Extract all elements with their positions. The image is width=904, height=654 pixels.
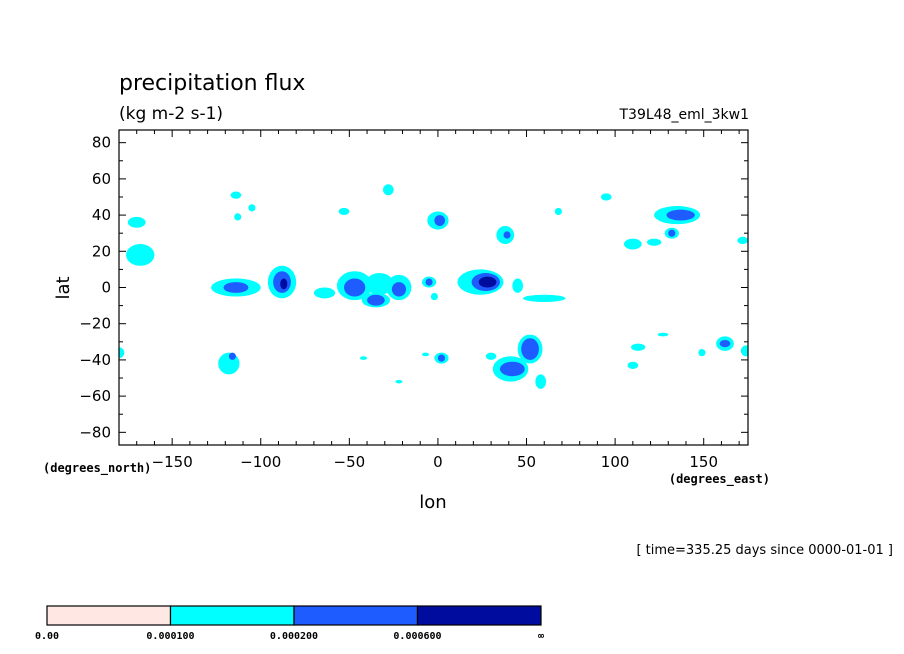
contour-region-level-1: [657, 332, 669, 337]
contour-region-level-1: [365, 273, 394, 295]
colorbar-end-label: ∞: [538, 631, 544, 642]
contour-region-level-2: [228, 352, 236, 360]
contour-region-level-1: [383, 184, 394, 196]
contour-region-level-2: [719, 340, 731, 348]
contour-region-level-1: [554, 207, 562, 216]
contour-region-level-1: [421, 352, 430, 357]
colorbar: 0.00 0.000100 0.000200 0.000600 ∞: [35, 605, 544, 642]
contour-region-level-1: [359, 356, 368, 360]
contour-region-level-1: [698, 349, 706, 357]
contour-region-level-1: [737, 236, 748, 245]
contour-region-level-1: [119, 347, 125, 359]
contour-region-level-2: [666, 209, 695, 221]
x-tick-label: 0: [433, 453, 443, 471]
y-tick-label: −40: [79, 351, 111, 369]
contour-region-level-3: [280, 278, 288, 290]
x-axis-units: (degrees_east): [669, 472, 770, 487]
contour-region-level-1: [627, 361, 639, 369]
axes: −150 −100 −50 0 50 100 150 80 60 40 20 0 −20 −40 −60 −8…: [79, 130, 748, 471]
contour-region-level-1: [218, 352, 240, 375]
y-tick-label: 60: [92, 170, 111, 188]
colorbar-label: 0.000600: [393, 631, 441, 642]
x-tick-label: −150: [152, 453, 193, 471]
contour-region-level-1: [740, 345, 748, 357]
colorbar-swatch: [293, 605, 419, 626]
contour-regions: [119, 184, 748, 389]
y-tick-label: 0: [101, 279, 111, 297]
y-tick-label: −80: [79, 423, 111, 441]
y-tick-label: −60: [79, 387, 111, 405]
contour-region-level-2: [437, 354, 446, 362]
contour-region-level-1: [395, 379, 403, 384]
x-tick-label: −50: [334, 453, 366, 471]
contour-region-level-1: [522, 294, 566, 302]
colorbar-label: 0.000100: [146, 631, 194, 642]
colorbar-label: 0.000200: [270, 631, 318, 642]
contour-region-level-2: [344, 278, 366, 297]
contour-region-level-1: [127, 216, 146, 228]
y-tick-label: 20: [92, 242, 111, 260]
contour-region-level-1: [430, 292, 438, 301]
y-axis-label: lat: [53, 276, 74, 299]
contour-region-level-2: [391, 282, 407, 297]
colorbar-swatch: [416, 605, 542, 626]
contour-region-level-1: [623, 238, 642, 250]
colorbar-label: 0.00: [35, 631, 59, 642]
contour-region-level-1: [230, 191, 242, 199]
colorbar-swatch: [169, 605, 295, 626]
contour-region-level-2: [434, 215, 446, 226]
chart-units: (kg m-2 s-1): [119, 104, 223, 124]
y-axis-units: (degrees_north): [43, 461, 151, 476]
contour-region-level-2: [499, 361, 525, 377]
contour-region-level-1: [535, 374, 547, 389]
time-note: [ time=335.25 days since 0000-01-01 ]: [636, 543, 893, 558]
contour-region-level-1: [234, 213, 242, 221]
contour-region-level-1: [313, 287, 336, 299]
chart-title: precipitation flux: [119, 71, 305, 96]
contour-region-level-1: [485, 352, 497, 360]
y-tick-label: 80: [92, 134, 111, 152]
x-tick-label: 100: [601, 453, 630, 471]
contour-region-level-1: [512, 278, 523, 293]
contour-region-level-1: [647, 238, 662, 246]
contour-region-level-2: [503, 231, 511, 239]
x-tick-label: −100: [240, 453, 281, 471]
colorbar-swatch: [46, 605, 172, 626]
x-tick-label: 150: [689, 453, 718, 471]
contour-region-level-2: [425, 278, 433, 286]
contour-region-level-3: [478, 276, 497, 288]
contour-region-level-1: [631, 343, 646, 351]
x-axis-label: lon: [419, 492, 446, 513]
run-label: T39L48_eml_3kw1: [619, 107, 750, 123]
contour-region-level-2: [367, 294, 385, 306]
contour-region-level-1: [600, 193, 612, 201]
x-tick-label: 50: [517, 453, 536, 471]
contour-region-level-2: [521, 338, 539, 360]
y-tick-label: 40: [92, 206, 111, 224]
contour-region-level-2: [668, 229, 676, 237]
y-tick-label: −20: [79, 315, 111, 333]
contour-region-level-1: [338, 207, 350, 216]
contour-region-level-1: [248, 204, 256, 212]
contour-region-level-1: [126, 244, 155, 266]
contour-region-level-2: [223, 282, 249, 293]
